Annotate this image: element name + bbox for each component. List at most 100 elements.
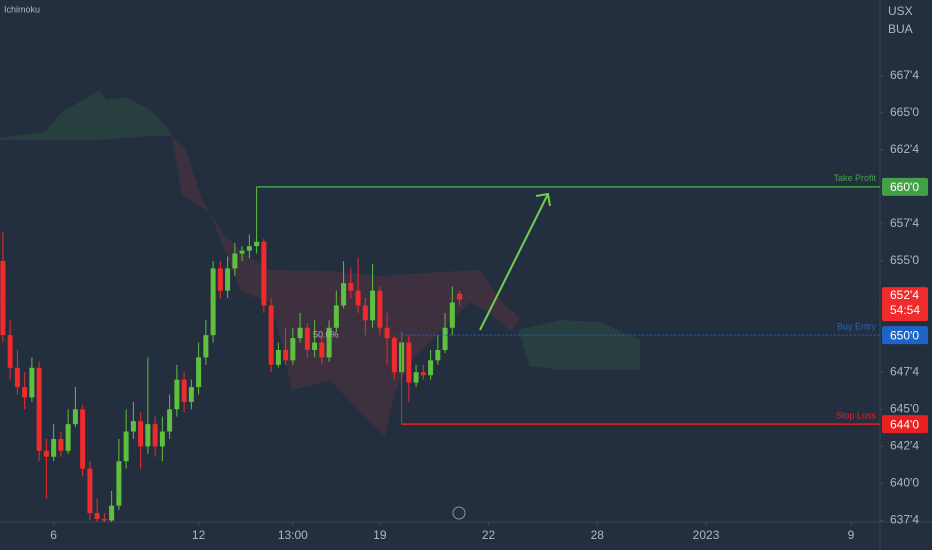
candle-body [297,327,303,339]
candle-body [420,372,426,376]
candle-body [130,421,136,432]
level-label: 660'0 [890,180,919,194]
candle-body [457,293,463,300]
candle-body [72,409,78,425]
cloud-green [518,320,640,370]
cloud-green [0,90,172,140]
indicator-label: Ichimoku [4,4,40,14]
arrow [479,193,549,331]
candle-body [348,283,354,291]
candle-body [413,372,419,383]
candle-body [312,342,318,350]
level-name: Stop Loss [836,411,877,421]
candle-body [261,241,267,306]
x-tick-label: 28 [591,528,605,542]
candle-body [326,327,332,358]
candle-body [217,268,223,291]
x-tick-label: 13:00 [278,528,308,542]
candle-body [370,290,376,321]
candle-body [268,305,274,365]
y-tick-label: 657'4 [890,216,919,230]
candle-body [290,338,296,361]
candle-body [0,261,6,336]
candle-body [22,387,28,398]
candle-body [29,367,35,398]
candle-body [341,283,347,306]
x-tick-label: 19 [373,528,387,542]
level-badge [882,177,928,196]
candle-body [428,360,434,376]
candle-body [36,367,42,451]
candle-body [159,431,165,447]
candle-body [188,387,194,402]
candle-body [65,424,71,451]
candle-body [138,421,144,447]
level-name: Buy Entry [837,322,877,332]
x-tick-label: 6 [50,528,57,542]
y-tick-label: 655'0 [890,253,919,267]
arrow-head [535,192,551,207]
y-tick-label: 647'4 [890,364,919,378]
candle-body [239,250,245,254]
candle-body [442,327,448,350]
candle-body [283,349,289,361]
candle-body [58,438,64,451]
last-price-label: 652'4 [890,288,919,302]
x-tick-label: 9 [848,528,855,542]
symbol: BUA [888,22,913,36]
candle-body [80,409,86,469]
candle-body [51,438,57,457]
candle-body [362,305,368,321]
candle-body [406,342,412,383]
candle-body [116,461,122,506]
candle-body [232,253,238,269]
candle-body [109,505,115,521]
candle-body [14,367,20,388]
level-name: Take Profit [833,173,876,183]
candle-body [377,290,383,328]
candle-body [43,450,49,457]
candle-body [101,519,107,521]
candle-body [304,327,310,350]
y-tick-label: 640'0 [890,476,919,490]
y-tick-label: 637'4 [890,513,919,527]
x-tick-label: 22 [482,528,496,542]
candle-body [203,335,209,358]
candle-body [152,424,158,447]
last-price-badge [882,287,928,322]
candle-body [210,268,216,336]
candle-body [181,379,187,402]
candle-body [246,246,252,251]
fib-label: 50.0% [313,330,339,340]
icon[interactable] [452,506,466,520]
y-tick-label: 667'4 [890,68,919,82]
symbol: USX [888,4,913,18]
x-tick-label: 2023 [693,528,720,542]
y-tick-label: 642'4 [890,439,919,453]
candle-body [167,409,173,432]
candle-body [196,357,202,388]
y-tick-label: 665'0 [890,105,919,119]
candle-body [384,327,390,339]
candle-body [391,338,397,373]
candle-body [435,349,441,361]
level-label: 644'0 [890,417,919,431]
candle-body [225,268,231,291]
candle-body [94,513,100,520]
y-tick-label: 662'4 [890,142,919,156]
candle-body [7,335,13,368]
candle-body [355,290,361,306]
candle-body [123,431,129,462]
candle-body [333,305,339,328]
level-badge [882,326,928,345]
candle-body [87,468,93,514]
candle-body [449,302,455,328]
level-badge [882,415,928,434]
candle-body [319,342,325,358]
x-tick-label: 12 [192,528,206,542]
candle-body [145,424,151,447]
candle-body [275,349,281,365]
y-tick-label: 645'0 [890,401,919,415]
